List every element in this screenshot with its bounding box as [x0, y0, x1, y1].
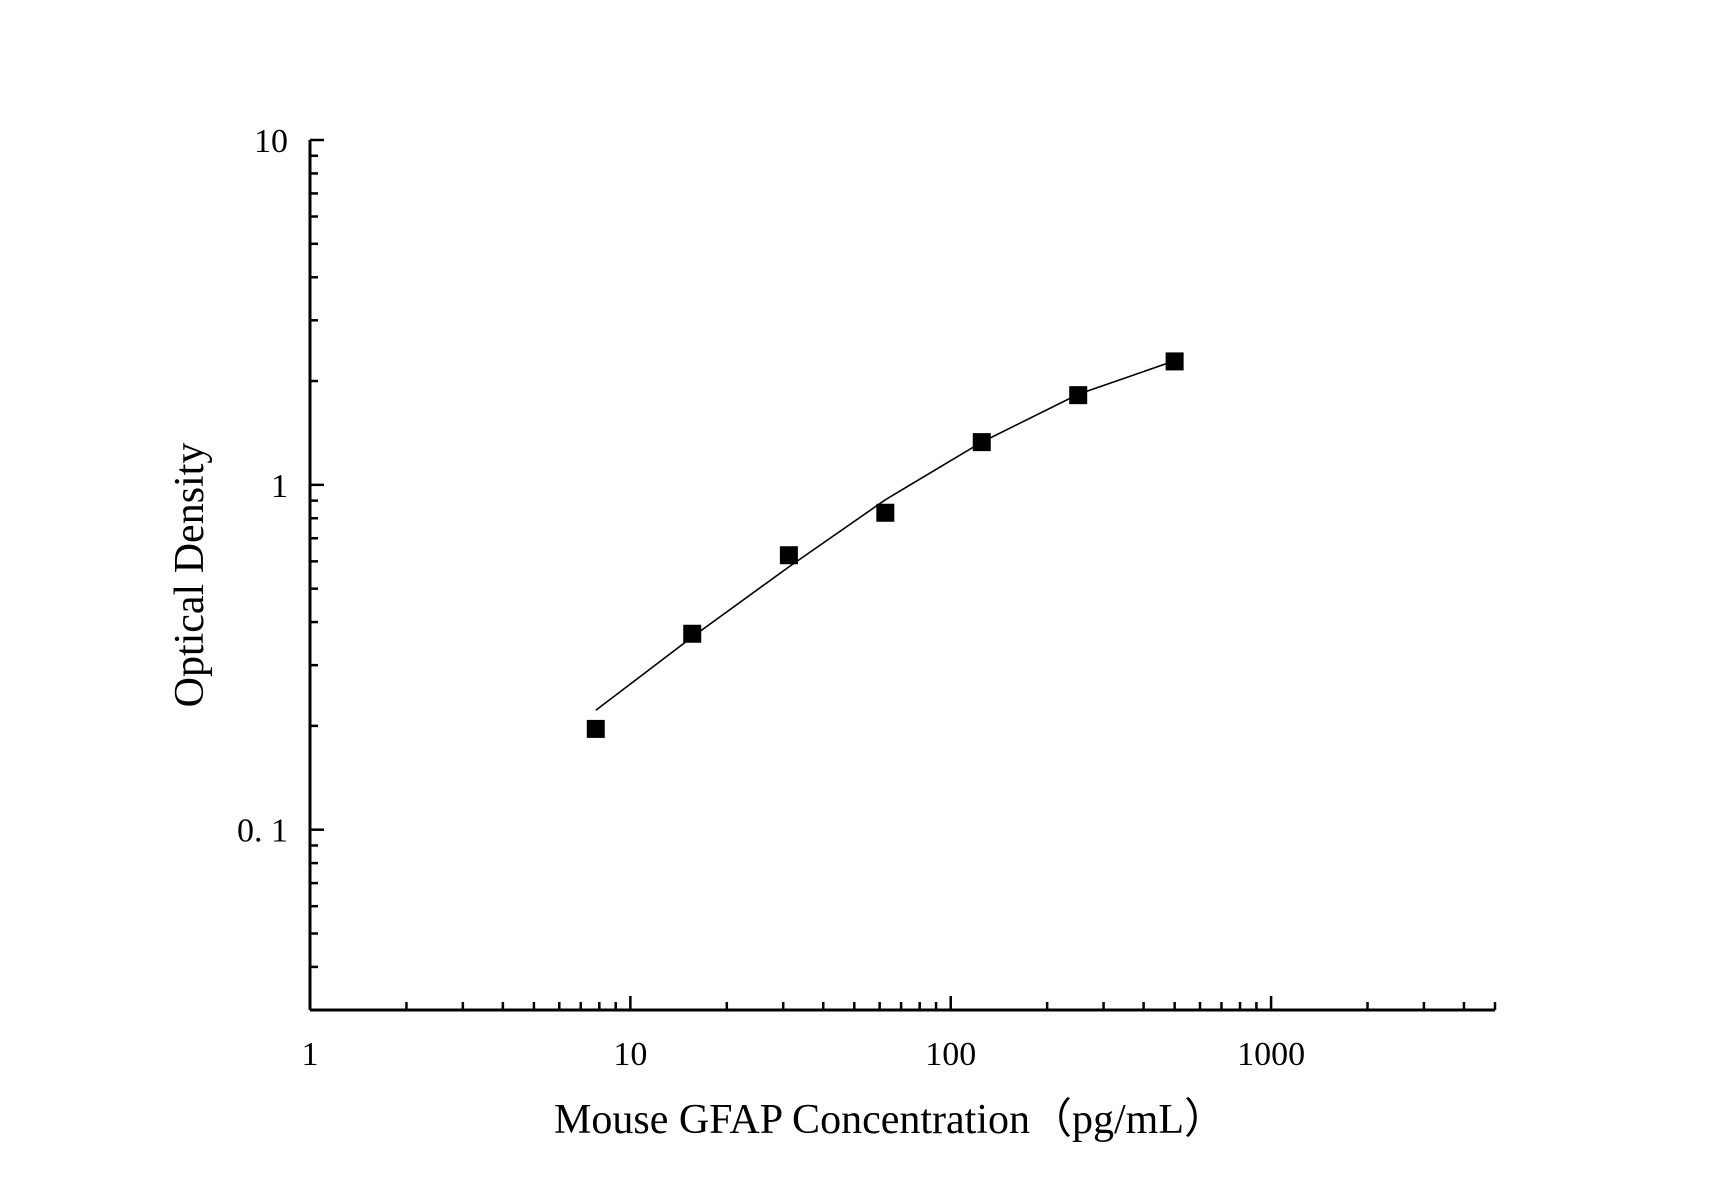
data-point	[683, 624, 702, 643]
y-tick-label: 1	[271, 468, 288, 505]
fit-curve	[595, 360, 1175, 711]
data-point	[779, 546, 798, 565]
data-point	[1069, 386, 1088, 405]
data-point	[1165, 352, 1184, 371]
x-axis-title: Mouse GFAP Concentration（pg/mL）	[554, 1097, 1226, 1143]
data-points	[586, 352, 1184, 738]
x-tick-label: 100	[925, 1036, 976, 1073]
x-tick-label: 10	[613, 1036, 647, 1073]
y-axis-title: Optical Density	[167, 443, 213, 708]
x-tick-label: 1000	[1237, 1036, 1305, 1073]
y-tick-label: 0. 1	[237, 813, 288, 850]
data-point	[586, 719, 605, 738]
y-tick-label: 10	[254, 123, 288, 160]
ticks: 1 10 100 1000 0. 1 1 10	[237, 123, 1497, 1073]
axes	[308, 140, 1495, 1012]
data-point	[876, 503, 895, 522]
fit-curve-group	[595, 360, 1175, 711]
x-tick-label: 1	[302, 1036, 319, 1073]
data-point	[972, 433, 991, 452]
